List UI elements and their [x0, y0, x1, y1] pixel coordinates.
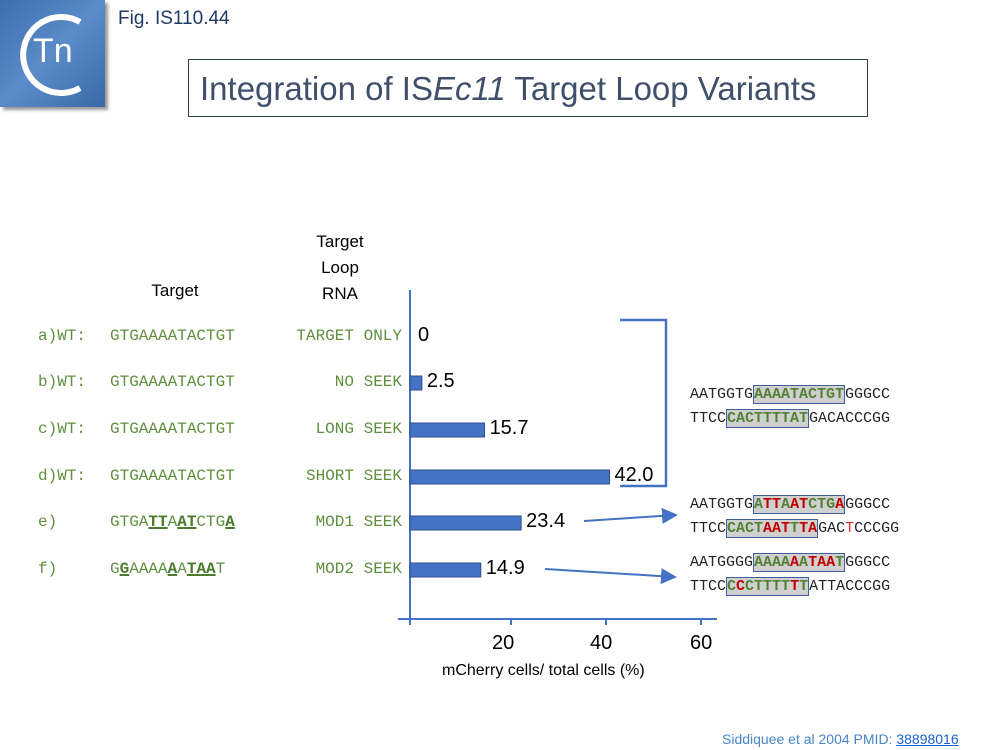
target-row: d)WT: GTGAAAATACTGT SHORT SEEK — [38, 467, 402, 487]
figure-label: Fig. IS110.44 — [118, 8, 230, 29]
row-label: f) — [38, 560, 58, 578]
logo-text: Tn — [33, 32, 73, 70]
target-row: b)WT: GTGAAAATACTGT NO SEEK — [38, 373, 402, 393]
rna-variant: NO SEEK — [334, 373, 402, 391]
target-site-box: ATTAATCTGA — [753, 495, 846, 514]
row-label: d)WT: — [38, 467, 87, 485]
target-site-box: CCCTTTTTT — [726, 577, 810, 596]
dna-strand-bottom: TTCCCCCTTTTTTATTACCCGG — [690, 577, 891, 596]
target-row: f) GGAAAAAATAAT MOD2 SEEK — [38, 560, 402, 580]
rna-variant: MOD2 SEEK — [315, 560, 402, 578]
target-site-box: AAAATACTGT — [753, 385, 846, 404]
bar-value-label: 0 — [418, 324, 430, 346]
row-label: a)WT: — [38, 327, 87, 345]
bar-value-label: 42.0 — [614, 464, 654, 486]
mutated-bases: TAA — [186, 560, 216, 578]
rna-variant: TARGET ONLY — [296, 327, 402, 345]
rna-variant: LONG SEEK — [315, 420, 402, 438]
target-site-box: AAAAAATAAT — [753, 553, 846, 572]
dna-strand-top: AATGGTGATTAATCTGAGGGCC — [690, 495, 891, 514]
target-sequence: GTGAAAATACTGT — [110, 420, 235, 438]
bar-value-label: 23.4 — [526, 510, 566, 532]
rna-column-header: Target Loop RNA — [316, 232, 364, 303]
target-row: a)WT: GTGAAAATACTGT TARGET ONLY — [38, 327, 402, 347]
x-tick-label: 40 — [590, 632, 613, 654]
bar-value-label: 2.5 — [426, 370, 455, 392]
bar — [409, 515, 522, 531]
target-site-box: CACTTTTAT — [726, 409, 810, 428]
mutated-bases: G — [119, 560, 130, 578]
rna-variant: SHORT SEEK — [305, 467, 402, 485]
bracket — [620, 318, 668, 488]
mutated-bases: TT — [148, 513, 168, 531]
mutated-bases: A — [167, 560, 178, 578]
tn-logo: Tn — [0, 0, 105, 107]
rna-variant: MOD1 SEEK — [315, 513, 402, 531]
row-label: e) — [38, 513, 58, 531]
dna-strand-top: AATGGGGAAAAAATAATGGGCC — [690, 553, 891, 572]
bar — [409, 469, 610, 485]
target-column-header: Target — [151, 281, 199, 300]
bar — [409, 375, 423, 391]
bar — [409, 562, 482, 578]
citation: Siddiquee et al 2004 PMID: 38898016 — [722, 731, 959, 747]
target-sequence: GTGAAAATACTGT — [110, 373, 235, 391]
dna-strand-bottom: TTCCCACTAATTTAGACTCCCGG — [690, 519, 900, 538]
target-site-box: CACTAATTTA — [726, 519, 819, 538]
target-row: e) GTGATTAATCTGA MOD1 SEEK — [38, 513, 402, 533]
logo-c-icon — [20, 14, 82, 96]
arrow-icon — [583, 507, 678, 524]
row-label: b)WT: — [38, 373, 87, 391]
arrow-icon — [544, 568, 677, 585]
target-row: c)WT: GTGAAAATACTGT LONG SEEK — [38, 420, 402, 440]
target-sequence: GTGAAAATACTGT — [110, 467, 235, 485]
target-sequence: GTGATTAATCTGA — [110, 513, 235, 531]
bar-value-label: 14.9 — [485, 557, 525, 579]
dna-strand-bottom: TTCCCACTTTTATGACACCCGG — [690, 409, 891, 428]
mutated-bases: A — [225, 513, 235, 531]
target-sequence: GTGAAAATACTGT — [110, 327, 235, 345]
bar — [409, 422, 486, 438]
bar-value-label: 15.7 — [489, 417, 529, 439]
row-label: c)WT: — [38, 420, 87, 438]
dna-strand-top: AATGGTGAAAATACTGTGGGCC — [690, 385, 891, 404]
page-title: Integration of ISEc11 Target Loop Varian… — [188, 59, 868, 117]
mutated-bases: AT — [177, 513, 197, 531]
pmid-link[interactable]: 38898016 — [896, 731, 959, 747]
x-tick-label: 60 — [690, 632, 713, 654]
x-tick-label: 20 — [492, 632, 515, 654]
x-axis-label: mCherry cells/ total cells (%) — [442, 662, 645, 679]
target-sequence: GGAAAAAATAAT — [110, 560, 226, 578]
